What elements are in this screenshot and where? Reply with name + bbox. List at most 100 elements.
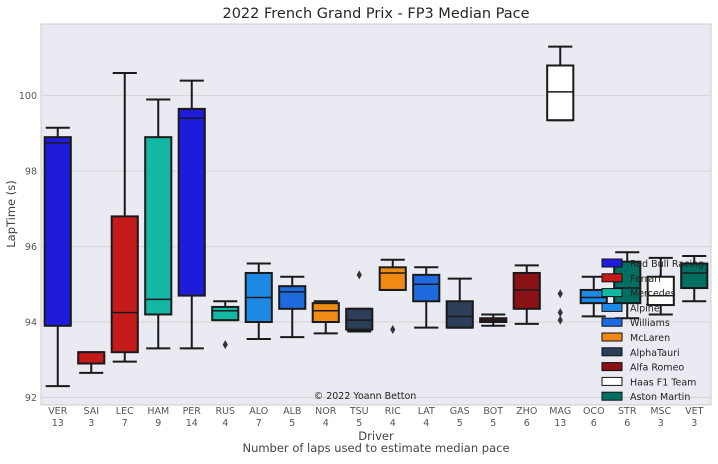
x-tick-laps: 14 [186,418,198,429]
box-zho [512,264,541,325]
x-tick-laps: 3 [88,418,94,429]
box-iqr [311,302,340,324]
x-tick-driver: BOT [483,406,503,417]
copyright-watermark: © 2022 Yoann Betton [314,391,417,402]
x-tick-driver: GAS [450,406,470,417]
x-tick-laps: 4 [222,418,228,429]
box-series [43,45,709,388]
outlier-point [356,270,362,280]
legend-item: Haas F1 Team [601,376,696,388]
legend-label: AlphaTauri [630,348,680,359]
x-tick-laps: 9 [155,418,161,429]
x-tick-driver: TSU [349,406,369,417]
legend-label: Williams [630,318,670,329]
box-tsu [345,270,374,333]
box-gas [445,277,474,329]
legend-item: Ferrari [601,273,661,285]
box-msc [646,256,675,316]
y-axis-label: LapTime (s) [4,180,18,248]
legend-label: Mercedes [630,289,676,300]
legend-item: Williams [601,317,670,329]
x-tick-laps: 6 [624,418,630,429]
x-tick-laps: 6 [524,418,530,429]
box-vet [680,254,709,303]
box-sai [77,351,106,374]
box-str [613,251,642,320]
x-tick-driver: RIC [385,406,401,417]
legend-swatch [601,258,623,268]
x-tick-laps: 7 [122,418,128,429]
outlier-point [557,315,563,325]
legend-item: AlphaTauri [601,347,680,359]
box-iqr [546,64,575,122]
legend-label: Aston Martin [630,392,690,403]
y-tick-label: 96 [25,242,37,253]
outlier-point [390,325,396,335]
x-tick-laps: 5 [356,418,362,429]
x-axis-ticks: VER13SAI3LEC7HAM9PER14RUS4ALO7ALB5NOR4TS… [48,406,703,429]
box-ham [144,98,173,350]
legend-swatch [601,347,623,357]
y-tick-label: 94 [25,318,37,329]
box-iqr [278,285,307,310]
x-tick-laps: 3 [658,418,664,429]
legend-label: Haas F1 Team [630,377,696,388]
box-iqr [412,273,441,303]
legend-label: Red Bull Racing [630,259,704,270]
box-lec [110,72,139,363]
x-tick-laps: 5 [289,418,295,429]
box-iqr [345,307,374,331]
x-tick-laps: 5 [490,418,496,429]
legend-swatch [601,391,623,401]
box-iqr [680,262,709,290]
box-nor [311,300,340,335]
x-tick-driver: ALO [249,406,268,417]
x-tick-laps: 4 [423,418,429,429]
box-iqr [144,136,173,316]
outlier-point [222,340,228,350]
box-ric [378,258,407,335]
legend-swatch [601,317,623,327]
legend-swatch [601,288,623,298]
box-iqr [77,351,106,365]
box-per [177,79,206,350]
outlier-point [557,289,563,299]
x-tick-laps: 13 [52,418,64,429]
x-tick-laps: 6 [591,418,597,429]
legend-swatch [601,273,623,283]
box-alo [244,262,273,340]
legend-item: Aston Martin [601,391,690,403]
x-tick-driver: LEC [116,406,134,417]
x-tick-driver: MSC [650,406,671,417]
x-tick-driver: VET [685,406,704,417]
x-tick-driver: OCO [583,406,605,417]
y-axis-ticks: 92 94 96 98 100 [19,91,37,404]
chart-legend: Red Bull Racing Ferrari Mercedes Alpine Will… [601,258,704,403]
x-tick-driver: SAI [83,406,99,417]
legend-label: Alfa Romeo [630,363,684,374]
box-alb [278,275,307,339]
x-tick-driver: PER [183,406,202,417]
legend-item: Alfa Romeo [601,362,684,374]
y-tick-label: 98 [25,167,37,178]
outlier-point [557,308,563,318]
x-tick-driver: MAG [549,406,571,417]
box-iqr [110,215,139,354]
box-iqr [646,275,675,307]
x-tick-driver: LAT [418,406,435,417]
box-iqr [512,271,541,310]
x-tick-laps: 3 [691,418,697,429]
x-tick-driver: VER [48,406,68,417]
box-iqr [43,136,72,327]
legend-swatch [601,376,623,386]
legend-swatch [601,332,623,342]
box-mag [546,45,575,325]
legend-swatch [601,302,623,312]
legend-item: Red Bull Racing [601,258,704,270]
x-tick-driver: NOR [315,406,337,417]
legend-label: McLaren [630,333,670,344]
x-axis-label: Driver [358,429,394,443]
box-lat [412,266,441,329]
box-rus [211,300,240,350]
